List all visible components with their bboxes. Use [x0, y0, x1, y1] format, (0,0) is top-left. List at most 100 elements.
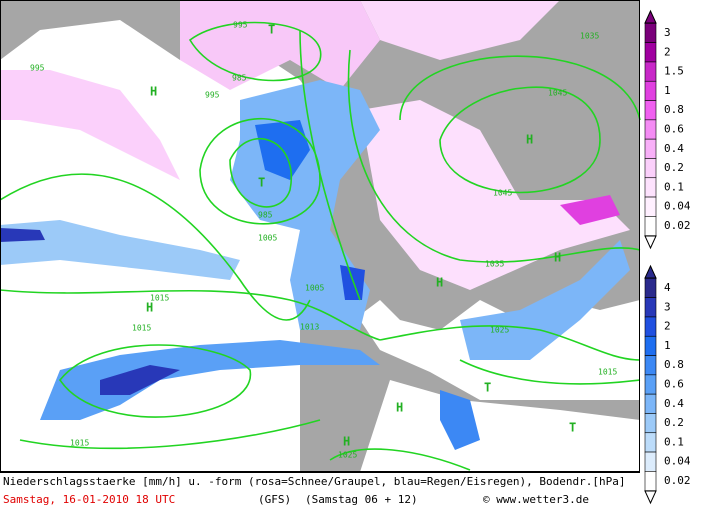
legend-label: 0.6 [664, 123, 684, 136]
pressure-center: H [436, 276, 443, 290]
legend-label: 0.6 [664, 378, 684, 391]
legend-swatch [644, 335, 657, 356]
legend-swatch [644, 432, 657, 453]
legend-swatch [644, 393, 657, 414]
legend-swatch [644, 158, 657, 179]
pressure-label: 1015 [132, 324, 151, 333]
pressure-center: T [258, 176, 265, 190]
pressure-center: H [146, 301, 153, 315]
legend-swatch [644, 100, 657, 121]
pressure-center: T [569, 421, 576, 435]
rain-area [40, 340, 380, 420]
pressure-label: 985 [258, 211, 273, 220]
pressure-center: H [526, 133, 533, 147]
legend-arrow [644, 9, 657, 24]
legend-swatch [644, 119, 657, 140]
legend-label: 2 [664, 320, 671, 333]
legend-label: 0.8 [664, 103, 684, 116]
legend-swatch [644, 278, 657, 298]
legend-swatch [644, 23, 657, 43]
date: Samstag, 16-01-2010 18 UTC [3, 493, 175, 506]
isobars [0, 21, 641, 471]
legend-swatch [644, 42, 657, 63]
land [360, 380, 640, 472]
sea [360, 320, 640, 400]
pressure-center: T [268, 23, 275, 37]
pressure-label: 1015 [70, 439, 89, 448]
legends: 3 2 1.5 1 0.8 0.6 0.4 0.2 0.1 0.04 0.02 4 3 2 1 0.8 0.6 0… [644, 9, 691, 505]
pressure-label: 1045 [548, 89, 567, 98]
pressure-label: 995 [233, 21, 248, 30]
pressure-label: 1013 [300, 323, 319, 332]
legend-label: 3 [664, 26, 671, 39]
pressure-label: 1025 [490, 326, 509, 335]
pressure-center: H [343, 435, 350, 449]
legend-label: 4 [664, 281, 671, 294]
legend-label: 0.8 [664, 358, 684, 371]
rain-area [0, 220, 240, 280]
pressure-centers: T H T H H H T T H H H [146, 23, 576, 449]
legend-swatch [644, 138, 657, 159]
legend-swatch [644, 374, 657, 395]
pressure-label: 1005 [305, 284, 324, 293]
pressure-center: H [150, 85, 157, 99]
pressure-center: H [396, 401, 403, 415]
rain-area [460, 240, 630, 360]
source: © www.wetter3.de [483, 493, 589, 506]
rain-area [440, 390, 480, 450]
legend-label: 2 [664, 45, 671, 58]
legend-swatch [644, 451, 657, 472]
caption: Niederschlagsstaerke [mm/h] u. -form (ro… [3, 475, 626, 488]
snow-area [180, 0, 380, 90]
snow-area [560, 195, 620, 225]
snow-area [360, 0, 560, 60]
legend-swatch [644, 413, 657, 434]
pressure-label: 995 [205, 91, 220, 100]
pressure-labels: 995 985 995 995 985 1005 1015 1005 1013 … [30, 21, 617, 460]
map-frame [0, 0, 640, 472]
rain-area [340, 265, 365, 300]
pressure-label: 985 [232, 74, 247, 83]
run: (Samstag 06 + 12) [305, 493, 418, 506]
legend-arrow [644, 490, 657, 505]
pressure-center: T [484, 381, 491, 395]
snow-area [360, 100, 630, 290]
legend-swatch [644, 177, 657, 198]
rain-area [0, 228, 45, 242]
legend-label: 0.04 [664, 455, 691, 468]
legend-label: 1 [664, 339, 671, 352]
legend-label: 0.04 [664, 200, 691, 213]
legend-swatch [644, 216, 657, 236]
snow-area [0, 70, 180, 180]
pressure-label: 1015 [150, 294, 169, 303]
pressure-label: 1035 [485, 260, 504, 269]
pressure-label: 995 [30, 64, 45, 73]
legend-swatch [644, 61, 657, 82]
legend-arrow [644, 264, 657, 279]
legend-arrow [644, 235, 657, 250]
legend-label: 0.4 [664, 142, 684, 155]
legend-label: 1.5 [664, 65, 684, 78]
pressure-label: 1035 [580, 32, 599, 41]
legend-label: 0.2 [664, 161, 684, 174]
legend-label: 0.2 [664, 416, 684, 429]
legend-label: 0.02 [664, 474, 691, 487]
legend-label: 0.1 [664, 180, 684, 193]
legend-swatch [644, 297, 657, 318]
map: 995 985 995 995 985 1005 1015 1005 1013 … [0, 0, 641, 472]
legend-swatch [644, 355, 657, 376]
legend-label: 0.4 [664, 397, 684, 410]
legend-swatch [644, 80, 657, 101]
legend-label: 0.02 [664, 219, 691, 232]
model: (GFS) [258, 493, 291, 506]
legend-label: 0.1 [664, 435, 684, 448]
legend-label: 1 [664, 84, 671, 97]
legend-swatch [644, 316, 657, 337]
pressure-label: 1045 [493, 189, 512, 198]
pressure-center: H [554, 251, 561, 265]
pressure-label: 1015 [598, 368, 617, 377]
legend-label: 3 [664, 300, 671, 313]
legend-swatch [644, 471, 657, 491]
legend-swatch [644, 196, 657, 217]
